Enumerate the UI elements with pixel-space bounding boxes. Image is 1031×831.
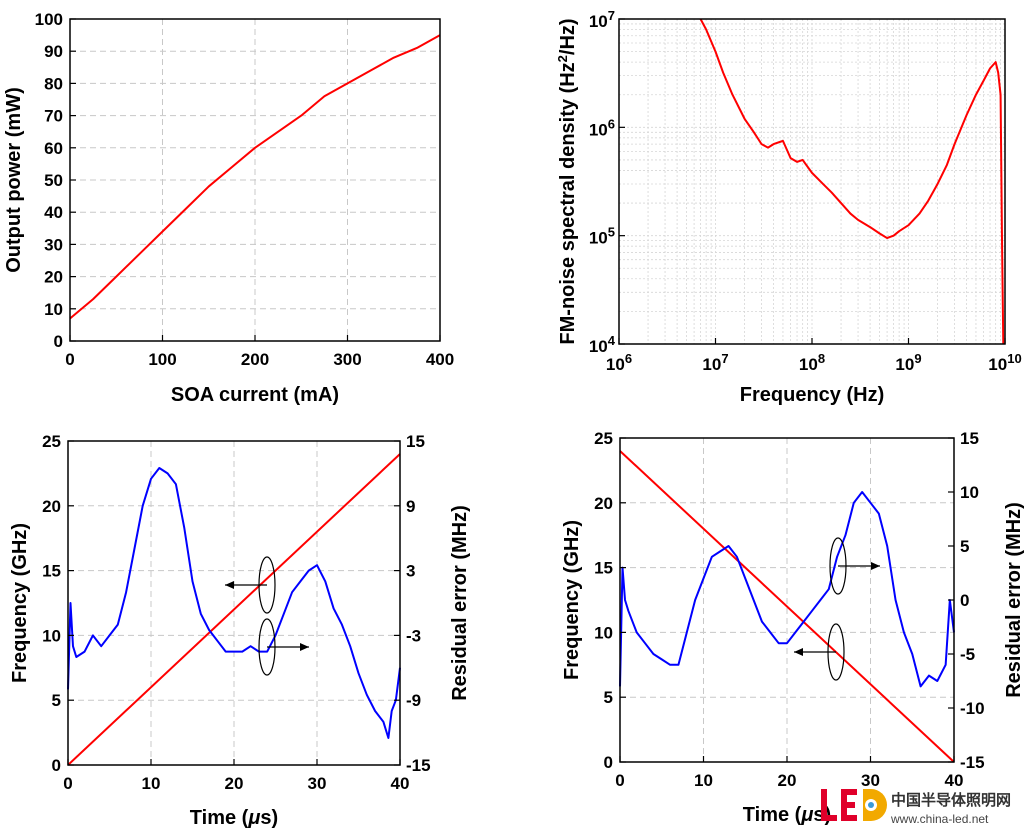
- y-tick-label: 40: [44, 203, 63, 222]
- y-axis-label: Output power (mW): [3, 87, 25, 273]
- y-tick-label: 20: [594, 494, 613, 513]
- y-right-tick-label: 9: [406, 497, 415, 516]
- y-right-tick-label: 5: [960, 537, 969, 556]
- x-tick-label: 30: [308, 774, 327, 793]
- y-tick-label: 25: [594, 429, 613, 448]
- y-right-tick-label: -9: [406, 691, 421, 710]
- axis-indicator-annotations: [225, 556, 309, 676]
- x-tick-label: 0: [65, 350, 74, 369]
- y-tick-label: 70: [44, 107, 63, 126]
- y-tick-label: 105: [589, 224, 615, 248]
- x-tick-label: 108: [799, 351, 825, 375]
- x-tick-label: 10: [694, 771, 713, 790]
- x-tick-label: 30: [861, 771, 880, 790]
- y-right-tick-label: -15: [960, 753, 985, 772]
- grid-lines: [67, 440, 401, 766]
- annotation-arrowhead: [871, 562, 880, 570]
- series-line-main: [69, 34, 441, 320]
- y-right-tick-label: -10: [960, 699, 985, 718]
- y-tick-label: 25: [42, 432, 61, 451]
- watermark: 中国半导体照明网 www.china-led.net: [821, 789, 1011, 826]
- x-tick-label: 400: [426, 350, 454, 369]
- x-tick-label: 106: [606, 351, 632, 375]
- watermark-url: www.china-led.net: [890, 812, 989, 826]
- y-tick-label: 104: [589, 333, 616, 357]
- tick-labels: 0 100 200 300 400 0 10 20 30 40 50 60 70 80 90 100: [35, 10, 455, 369]
- y-tick-label: 30: [44, 235, 63, 254]
- series-line-residual: [67, 467, 401, 739]
- x-tick-label: 0: [615, 771, 624, 790]
- chart-top-right: 106 107 108 109 1010 104 105 106 107 Frequency (H…: [555, 8, 1022, 407]
- y-right-tick-label: -15: [406, 756, 431, 775]
- y-tick-label: 5: [604, 688, 613, 707]
- series-line-main: [67, 453, 401, 766]
- x-tick-label: 40: [391, 774, 410, 793]
- y-tick-label: 100: [35, 10, 63, 29]
- y-tick-label: 5: [52, 691, 61, 710]
- tick-labels: 0 10 20 30 40 0 5 10 15 20 25 -15 -9 -3 3 9 15: [42, 432, 431, 793]
- y-tick-label: 15: [594, 559, 613, 578]
- y-tick-label: 0: [604, 753, 613, 772]
- chart-bottom-left: 0 10 20 30 40 0 5 10 15 20 25 -15 -9 -3 3 9 15 Time (μs) F…: [9, 432, 471, 829]
- y-axis-label: Frequency (GHz): [561, 520, 583, 680]
- x-tick-label: 100: [148, 350, 176, 369]
- y-right-tick-label: 10: [960, 483, 979, 502]
- watermark-site-name: 中国半导体照明网: [891, 791, 1011, 809]
- annotation-arrowhead: [794, 648, 803, 656]
- y-right-tick-label: -3: [406, 626, 421, 645]
- x-tick-label: 0: [63, 774, 72, 793]
- grid-lines: [619, 437, 955, 763]
- x-axis-label: Frequency (Hz): [740, 384, 884, 406]
- x-axis-label: Time (μs): [190, 807, 278, 829]
- y-right-tick-label: 15: [960, 429, 979, 448]
- x-tick-label: 40: [945, 771, 964, 790]
- series-line-main: [619, 450, 955, 763]
- x-tick-label: 20: [778, 771, 797, 790]
- x-tick-label: 200: [241, 350, 269, 369]
- x-tick-label: 107: [702, 351, 728, 375]
- y-tick-label: 10: [42, 626, 61, 645]
- axis-indicator-annotations: [794, 537, 880, 681]
- series-line-main: [699, 18, 1005, 345]
- grid-lines: [69, 18, 441, 342]
- y-tick-label: 106: [589, 116, 615, 140]
- led-logo: [821, 789, 887, 821]
- x-tick-label: 20: [225, 774, 244, 793]
- x-axis-label: SOA current (mA): [171, 384, 339, 406]
- y-right-tick-label: 0: [960, 591, 969, 610]
- y-axis-label-right: Residual error (MHz): [1003, 502, 1025, 698]
- x-tick-label: 300: [333, 350, 361, 369]
- chart-top-left: 0 100 200 300 400 0 10 20 30 40 50 60 70 80 90 100 SOA c…: [3, 10, 454, 406]
- annotation-arrowhead: [225, 581, 234, 589]
- y-tick-label: 90: [44, 42, 63, 61]
- y-tick-label: 15: [42, 562, 61, 581]
- y-tick-label: 0: [52, 756, 61, 775]
- y-axis-label: Frequency (GHz): [9, 523, 31, 683]
- y-tick-label: 60: [44, 139, 63, 158]
- x-tick-label: 10: [142, 774, 161, 793]
- y-right-tick-label: 3: [406, 562, 415, 581]
- y-tick-label: 20: [42, 497, 61, 516]
- series-line-residual: [619, 491, 955, 688]
- y-tick-label: 80: [44, 74, 63, 93]
- x-tick-label: 109: [895, 351, 921, 375]
- y-tick-label: 50: [44, 171, 63, 190]
- y-right-tick-label: 15: [406, 432, 425, 451]
- x-tick-label: 1010: [988, 351, 1021, 375]
- tick-labels: 0 10 20 30 40 0 5 10 15 20 25 -15 -10 -5 0 5 10 15: [594, 429, 985, 790]
- y-tick-label: 10: [594, 623, 613, 642]
- y-axis-label: FM-noise spectral density (Hz2/Hz): [555, 18, 580, 344]
- y-tick-label: 20: [44, 268, 63, 287]
- y-tick-label: 107: [589, 8, 615, 32]
- y-right-tick-label: -5: [960, 645, 975, 664]
- y-tick-label: 10: [44, 300, 63, 319]
- annotation-arrowhead: [300, 643, 309, 651]
- y-axis-label-right: Residual error (MHz): [449, 505, 471, 701]
- grid-lines: [618, 18, 1006, 345]
- tick-labels: 106 107 108 109 1010 104 105 106 107: [589, 8, 1022, 375]
- y-tick-label: 0: [54, 332, 63, 351]
